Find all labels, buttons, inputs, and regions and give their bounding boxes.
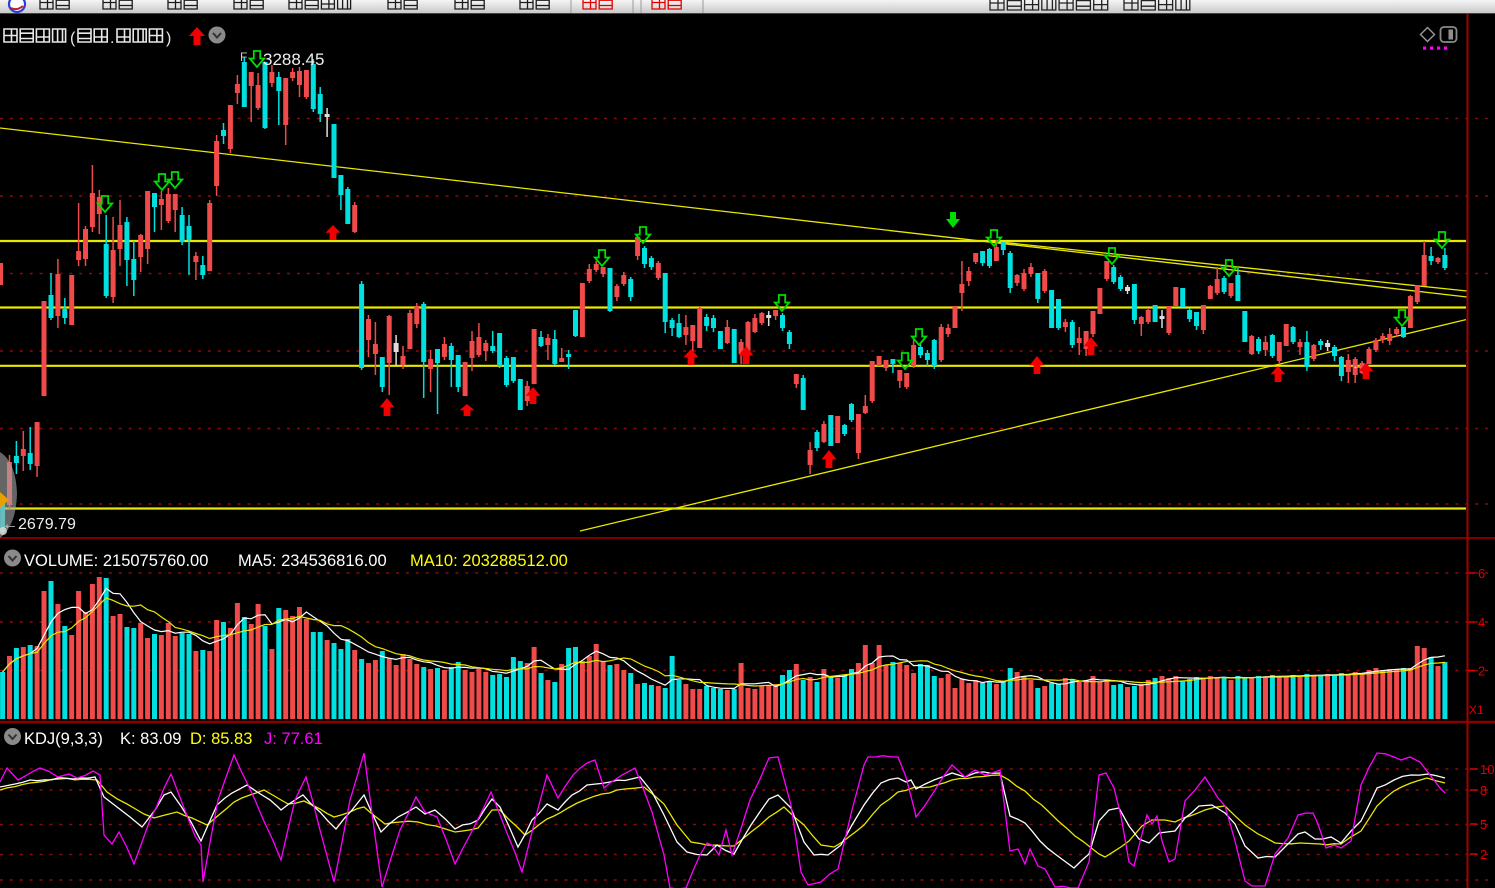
svg-text:6: 6: [1478, 566, 1485, 581]
svg-text:X1: X1: [1469, 703, 1484, 717]
svg-text:8: 8: [1480, 783, 1487, 798]
svg-text:2: 2: [1478, 664, 1485, 679]
svg-text:F: F: [240, 50, 247, 64]
svg-text:←2679.79: ←2679.79: [2, 516, 76, 533]
svg-text:): ): [166, 30, 171, 47]
svg-text:VOLUME: 215075760.00: VOLUME: 215075760.00: [24, 552, 208, 570]
svg-text:(: (: [70, 30, 76, 47]
svg-text:3288.45: 3288.45: [263, 50, 324, 69]
svg-text:.: .: [110, 30, 114, 47]
svg-text:2: 2: [1480, 847, 1487, 862]
svg-text:J: 77.61: J: 77.61: [264, 730, 323, 748]
svg-text:K: 83.09: K: 83.09: [120, 730, 181, 748]
svg-text:MA5: 234536816.00: MA5: 234536816.00: [238, 552, 387, 570]
svg-text:4: 4: [1478, 615, 1485, 630]
svg-text:←: ←: [1352, 360, 1363, 372]
svg-text:MA10: 203288512.00: MA10: 203288512.00: [410, 552, 568, 570]
svg-text:10: 10: [1480, 762, 1494, 777]
svg-text:5: 5: [1480, 817, 1487, 832]
svg-text:D: 85.83: D: 85.83: [190, 730, 252, 748]
svg-text:KDJ(9,3,3): KDJ(9,3,3): [24, 730, 103, 748]
